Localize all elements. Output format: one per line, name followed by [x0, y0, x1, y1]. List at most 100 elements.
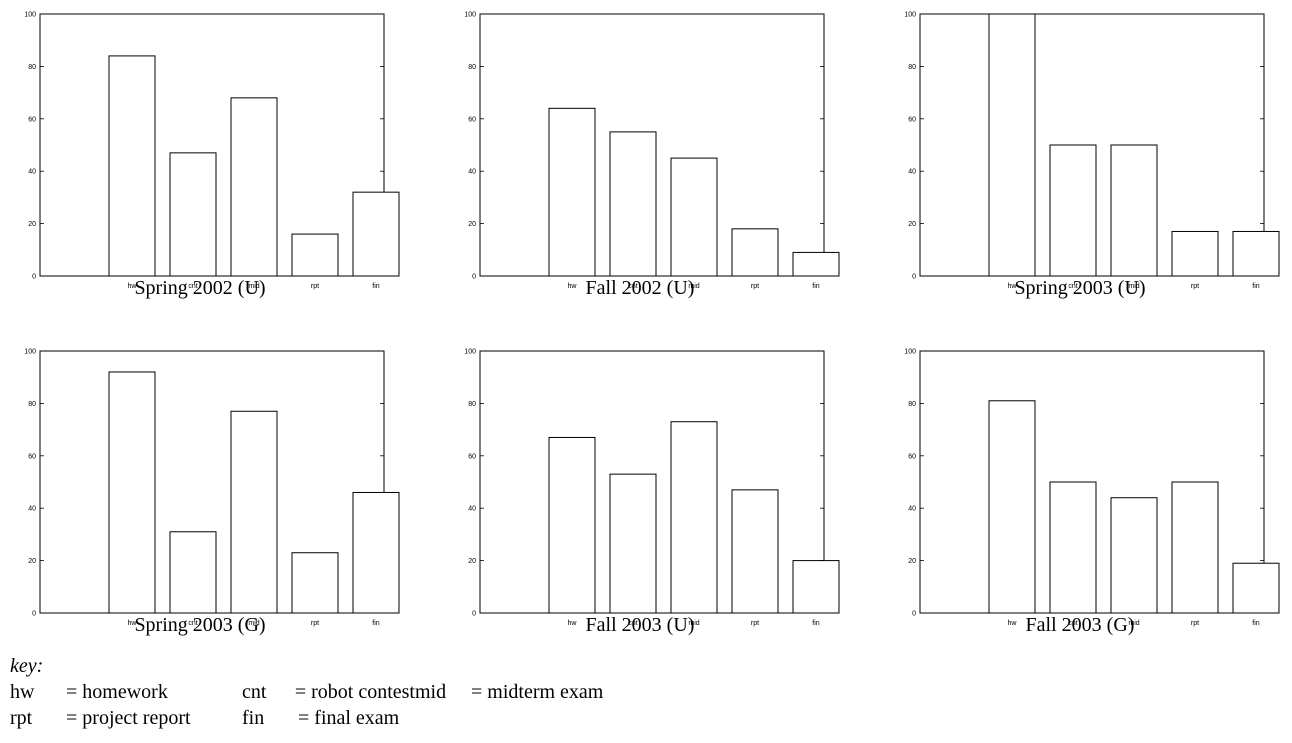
y-tick-label: 0 [32, 611, 36, 618]
bar [1110, 144, 1158, 277]
x-tick-label: hw [568, 283, 578, 290]
bar [1171, 230, 1219, 277]
key-title: key: [10, 655, 44, 677]
y-tick-label: 40 [28, 169, 36, 176]
y-tick-label: 80 [28, 64, 36, 71]
bar [352, 491, 400, 614]
key-abbr: mid [415, 681, 447, 703]
x-tick-label: cnt [188, 283, 197, 290]
bar [609, 473, 657, 614]
y-tick-label: 80 [908, 401, 916, 408]
bar [731, 228, 779, 277]
y-tick-label: 100 [904, 12, 916, 19]
x-tick-label: rpt [1191, 620, 1199, 627]
bar [230, 97, 278, 277]
x-tick-label: cnt [188, 620, 197, 627]
y-tick-label: 100 [24, 12, 36, 19]
bar-chart: 0 20 40 60 80 100 hw cnt mid rpt fin [24, 12, 400, 290]
chart-panel: 0 20 40 60 80 100 hw cnt mid rpt fin Spring 2003 (… [890, 6, 1280, 300]
y-tick-label: 80 [468, 64, 476, 71]
key-abbr: cnt [242, 681, 267, 703]
bar [988, 13, 1036, 277]
bar [1232, 230, 1280, 277]
y-tick-label: 0 [32, 274, 36, 281]
bar [548, 107, 596, 277]
key-meaning: = homework [66, 681, 168, 703]
bar [108, 371, 156, 614]
bar [731, 489, 779, 614]
key-entry: rpt = project report [10, 705, 242, 731]
key-meaning: = robot contest [294, 681, 415, 703]
y-tick-label: 80 [28, 401, 36, 408]
x-tick-label: fin [372, 283, 380, 290]
chart-panel: 0 20 40 60 80 100 hw cnt mid rpt fin Spring 2002 (… [10, 6, 400, 300]
y-tick-label: 20 [908, 221, 916, 228]
chart-panel: 0 20 40 60 80 100 hw cnt mid rpt fin Fall 2003 (G) [890, 343, 1280, 637]
bar [609, 131, 657, 277]
bar [230, 410, 278, 614]
y-tick-label: 60 [28, 453, 36, 460]
y-tick-label: 40 [908, 169, 916, 176]
bar [169, 531, 217, 614]
key-meaning: = project report [66, 707, 191, 729]
bar-chart: 0 20 40 60 80 100 hw cnt mid rpt fin [464, 12, 840, 290]
chart-panel: 0 20 40 60 80 100 hw cnt mid rpt fin Spring 2003 (… [10, 343, 400, 637]
key-entry: hw = homework [10, 679, 242, 705]
y-tick-label: 60 [28, 116, 36, 123]
x-tick-label: rpt [311, 620, 319, 627]
x-tick-label: cnt [628, 620, 637, 627]
x-tick-label: hw [128, 620, 138, 627]
chart-panel: 0 20 40 60 80 100 hw cnt mid rpt fin Fall 2002 (U) [450, 6, 840, 300]
x-tick-label: hw [568, 620, 578, 627]
bar [670, 421, 718, 614]
x-tick-label: mid [688, 283, 699, 290]
bar [291, 552, 339, 614]
y-tick-label: 40 [468, 169, 476, 176]
y-tick-label: 20 [28, 221, 36, 228]
x-tick-label: hw [1008, 620, 1018, 627]
y-tick-label: 20 [468, 221, 476, 228]
x-tick-label: mid [248, 283, 259, 290]
y-tick-label: 60 [468, 453, 476, 460]
y-tick-label: 80 [908, 64, 916, 71]
bar [1171, 481, 1219, 614]
x-tick-label: mid [248, 620, 259, 627]
bar [1232, 562, 1280, 614]
x-tick-label: cnt [1068, 620, 1077, 627]
y-tick-label: 60 [908, 116, 916, 123]
x-tick-label: hw [128, 283, 138, 290]
x-tick-label: rpt [1191, 283, 1199, 290]
y-tick-label: 0 [912, 611, 916, 618]
y-tick-label: 80 [468, 401, 476, 408]
bar [1110, 497, 1158, 614]
y-tick-label: 60 [908, 453, 916, 460]
key-abbr: rpt [10, 707, 33, 729]
bar-chart: 0 20 40 60 80 100 hw cnt mid rpt fin [904, 12, 1280, 290]
y-tick-label: 20 [28, 558, 36, 565]
x-tick-label: mid [1128, 620, 1139, 627]
chart-caption: Fall 2003 (U) [585, 614, 695, 636]
y-tick-label: 20 [908, 558, 916, 565]
bar [988, 400, 1036, 614]
key-meaning: = final exam [298, 707, 400, 729]
chart-caption: Spring 2003 (U) [1014, 277, 1146, 299]
x-tick-label: mid [1128, 283, 1139, 290]
y-tick-label: 60 [468, 116, 476, 123]
y-tick-label: 0 [472, 611, 476, 618]
bar-chart: 0 20 40 60 80 100 hw cnt mid rpt fin [24, 349, 400, 627]
bar [291, 233, 339, 277]
bar-chart: 0 20 40 60 80 100 hw cnt mid rpt fin [464, 349, 840, 627]
chart-caption: Fall 2003 (G) [1025, 614, 1135, 636]
key-abbr: fin [242, 707, 265, 729]
bar [352, 191, 400, 277]
y-tick-label: 40 [28, 506, 36, 513]
key-row: hw = homework cnt = robot contest mid = … [10, 679, 603, 705]
x-tick-label: fin [372, 620, 380, 627]
y-tick-label: 0 [472, 274, 476, 281]
chart-caption: Fall 2002 (U) [585, 277, 695, 299]
key-abbr: hw [10, 681, 35, 703]
y-tick-label: 20 [468, 558, 476, 565]
key-entry: cnt = robot contest [242, 679, 415, 705]
chart-panel: 0 20 40 60 80 100 hw cnt mid rpt fin Fall 2003 (U) [450, 343, 840, 637]
x-tick-label: mid [688, 620, 699, 627]
